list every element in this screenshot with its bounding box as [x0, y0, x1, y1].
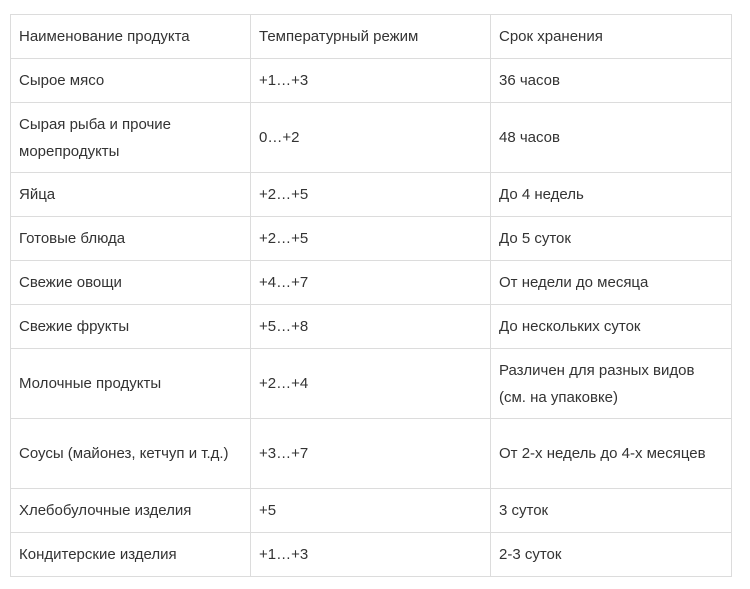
cell-shelf-life: От недели до месяца — [490, 260, 732, 305]
cell-product: Кондитерские изделия — [10, 532, 251, 577]
header-temperature: Температурный режим — [250, 14, 491, 59]
table-row: Сырое мясо +1…+3 36 часов — [10, 58, 732, 103]
cell-product: Соусы (майонез, кетчуп и т.д.) — [10, 418, 251, 489]
cell-shelf-life: До 5 суток — [490, 216, 732, 261]
cell-product: Молочные продукты — [10, 348, 251, 419]
cell-temperature: +3…+7 — [250, 418, 491, 489]
cell-shelf-life: 2-3 суток — [490, 532, 732, 577]
cell-shelf-life: 48 часов — [490, 102, 732, 173]
cell-shelf-life: 3 суток — [490, 488, 732, 533]
cell-product: Сырое мясо — [10, 58, 251, 103]
table-row: Яйца +2…+5 До 4 недель — [10, 172, 732, 217]
cell-product: Свежие овощи — [10, 260, 251, 305]
header-product: Наименование продукта — [10, 14, 251, 59]
table-row: Кондитерские изделия +1…+3 2-3 суток — [10, 532, 732, 577]
cell-temperature: +4…+7 — [250, 260, 491, 305]
table-row: Хлебобулочные изделия +5 3 суток — [10, 488, 732, 533]
cell-shelf-life: От 2-х недель до 4-х месяцев — [490, 418, 732, 489]
table-row: Свежие овощи +4…+7 От недели до месяца — [10, 260, 732, 305]
cell-product: Яйца — [10, 172, 251, 217]
cell-shelf-life: 36 часов — [490, 58, 732, 103]
cell-shelf-life: До 4 недель — [490, 172, 732, 217]
cell-temperature: +1…+3 — [250, 58, 491, 103]
header-shelf-life: Срок хранения — [490, 14, 732, 59]
table-row: Свежие фрукты +5…+8 До нескольких суток — [10, 304, 732, 349]
cell-product: Сырая рыба и прочие морепродукты — [10, 102, 251, 173]
cell-temperature: 0…+2 — [250, 102, 491, 173]
table-row: Готовые блюда +2…+5 До 5 суток — [10, 216, 732, 261]
cell-temperature: +2…+5 — [250, 172, 491, 217]
cell-temperature: +5…+8 — [250, 304, 491, 349]
cell-temperature: +1…+3 — [250, 532, 491, 577]
cell-temperature: +2…+4 — [250, 348, 491, 419]
cell-temperature: +5 — [250, 488, 491, 533]
cell-shelf-life: Различен для разных видов (см. на упаков… — [490, 348, 732, 419]
table-row: Соусы (майонез, кетчуп и т.д.) +3…+7 От 2-… — [10, 418, 732, 489]
cell-product: Свежие фрукты — [10, 304, 251, 349]
table-row: Сырая рыба и прочие морепродукты 0…+2 48 ч… — [10, 102, 732, 173]
cell-product: Хлебобулочные изделия — [10, 488, 251, 533]
table-row: Молочные продукты +2…+4 Различен для разны… — [10, 348, 732, 419]
storage-table: Наименование продукта Температурный режи… — [10, 14, 732, 577]
cell-shelf-life: До нескольких суток — [490, 304, 732, 349]
cell-product: Готовые блюда — [10, 216, 251, 261]
table-header-row: Наименование продукта Температурный режи… — [10, 14, 732, 59]
cell-temperature: +2…+5 — [250, 216, 491, 261]
